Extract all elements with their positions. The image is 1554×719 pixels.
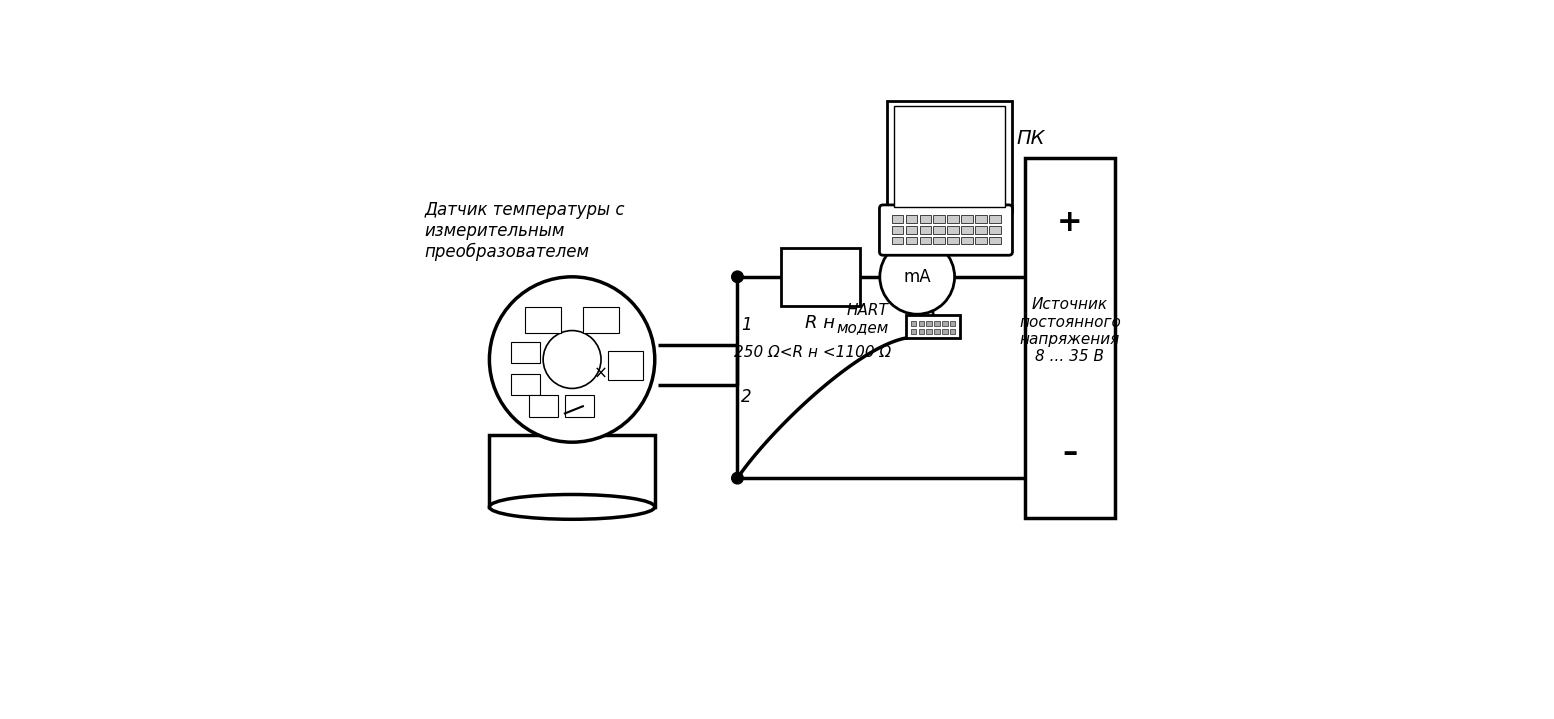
- Text: 1: 1: [741, 316, 752, 334]
- Bar: [892, 226, 903, 234]
- Text: R н: R н: [805, 314, 834, 332]
- Bar: [918, 329, 925, 334]
- Bar: [942, 329, 948, 334]
- Bar: [948, 237, 959, 244]
- FancyBboxPatch shape: [1026, 158, 1114, 518]
- Bar: [566, 395, 594, 417]
- Circle shape: [880, 239, 954, 314]
- Text: mA: mA: [903, 267, 931, 286]
- FancyBboxPatch shape: [490, 435, 654, 507]
- Text: 2: 2: [741, 388, 752, 406]
- Bar: [920, 237, 931, 244]
- Bar: [934, 329, 940, 334]
- Text: +: +: [1057, 209, 1083, 237]
- Bar: [990, 226, 1001, 234]
- Bar: [926, 329, 932, 334]
- Bar: [934, 226, 945, 234]
- FancyBboxPatch shape: [880, 205, 1013, 255]
- Circle shape: [732, 472, 743, 484]
- Bar: [511, 342, 539, 363]
- Bar: [525, 307, 561, 333]
- Bar: [934, 215, 945, 223]
- Bar: [920, 226, 931, 234]
- Bar: [949, 321, 956, 326]
- Bar: [949, 329, 956, 334]
- Text: ПК: ПК: [1016, 129, 1044, 147]
- Bar: [926, 321, 932, 326]
- FancyBboxPatch shape: [887, 101, 1013, 212]
- Bar: [990, 215, 1001, 223]
- Bar: [948, 215, 959, 223]
- Bar: [962, 237, 973, 244]
- Bar: [962, 226, 973, 234]
- Bar: [962, 215, 973, 223]
- Bar: [892, 237, 903, 244]
- Bar: [906, 237, 917, 244]
- Text: 250 Ω<R н <1100 Ω: 250 Ω<R н <1100 Ω: [735, 345, 892, 360]
- Bar: [911, 321, 917, 326]
- Bar: [990, 237, 1001, 244]
- Bar: [583, 307, 618, 333]
- Text: –: –: [1063, 439, 1077, 467]
- Text: Датчик температуры с
измерительным
преобразователем: Датчик температуры с измерительным преоб…: [424, 201, 625, 261]
- Bar: [528, 395, 558, 417]
- Bar: [942, 321, 948, 326]
- FancyBboxPatch shape: [906, 315, 960, 338]
- FancyBboxPatch shape: [780, 248, 859, 306]
- Bar: [934, 321, 940, 326]
- Bar: [608, 351, 642, 380]
- Bar: [976, 226, 987, 234]
- Bar: [976, 237, 987, 244]
- Circle shape: [490, 277, 654, 442]
- Bar: [906, 215, 917, 223]
- Bar: [911, 329, 917, 334]
- Text: ×: ×: [594, 365, 608, 383]
- Circle shape: [544, 331, 601, 388]
- FancyBboxPatch shape: [894, 106, 1005, 207]
- Bar: [906, 226, 917, 234]
- Bar: [976, 215, 987, 223]
- Bar: [948, 226, 959, 234]
- Bar: [920, 215, 931, 223]
- Bar: [934, 237, 945, 244]
- Circle shape: [732, 271, 743, 283]
- Ellipse shape: [490, 495, 654, 519]
- Bar: [918, 321, 925, 326]
- Bar: [511, 374, 539, 395]
- Text: Источник
постоянного
напряжения
8 ... 35 В: Источник постоянного напряжения 8 ... 35…: [1019, 297, 1120, 365]
- Bar: [892, 215, 903, 223]
- Text: HART
модем: HART модем: [836, 303, 889, 336]
